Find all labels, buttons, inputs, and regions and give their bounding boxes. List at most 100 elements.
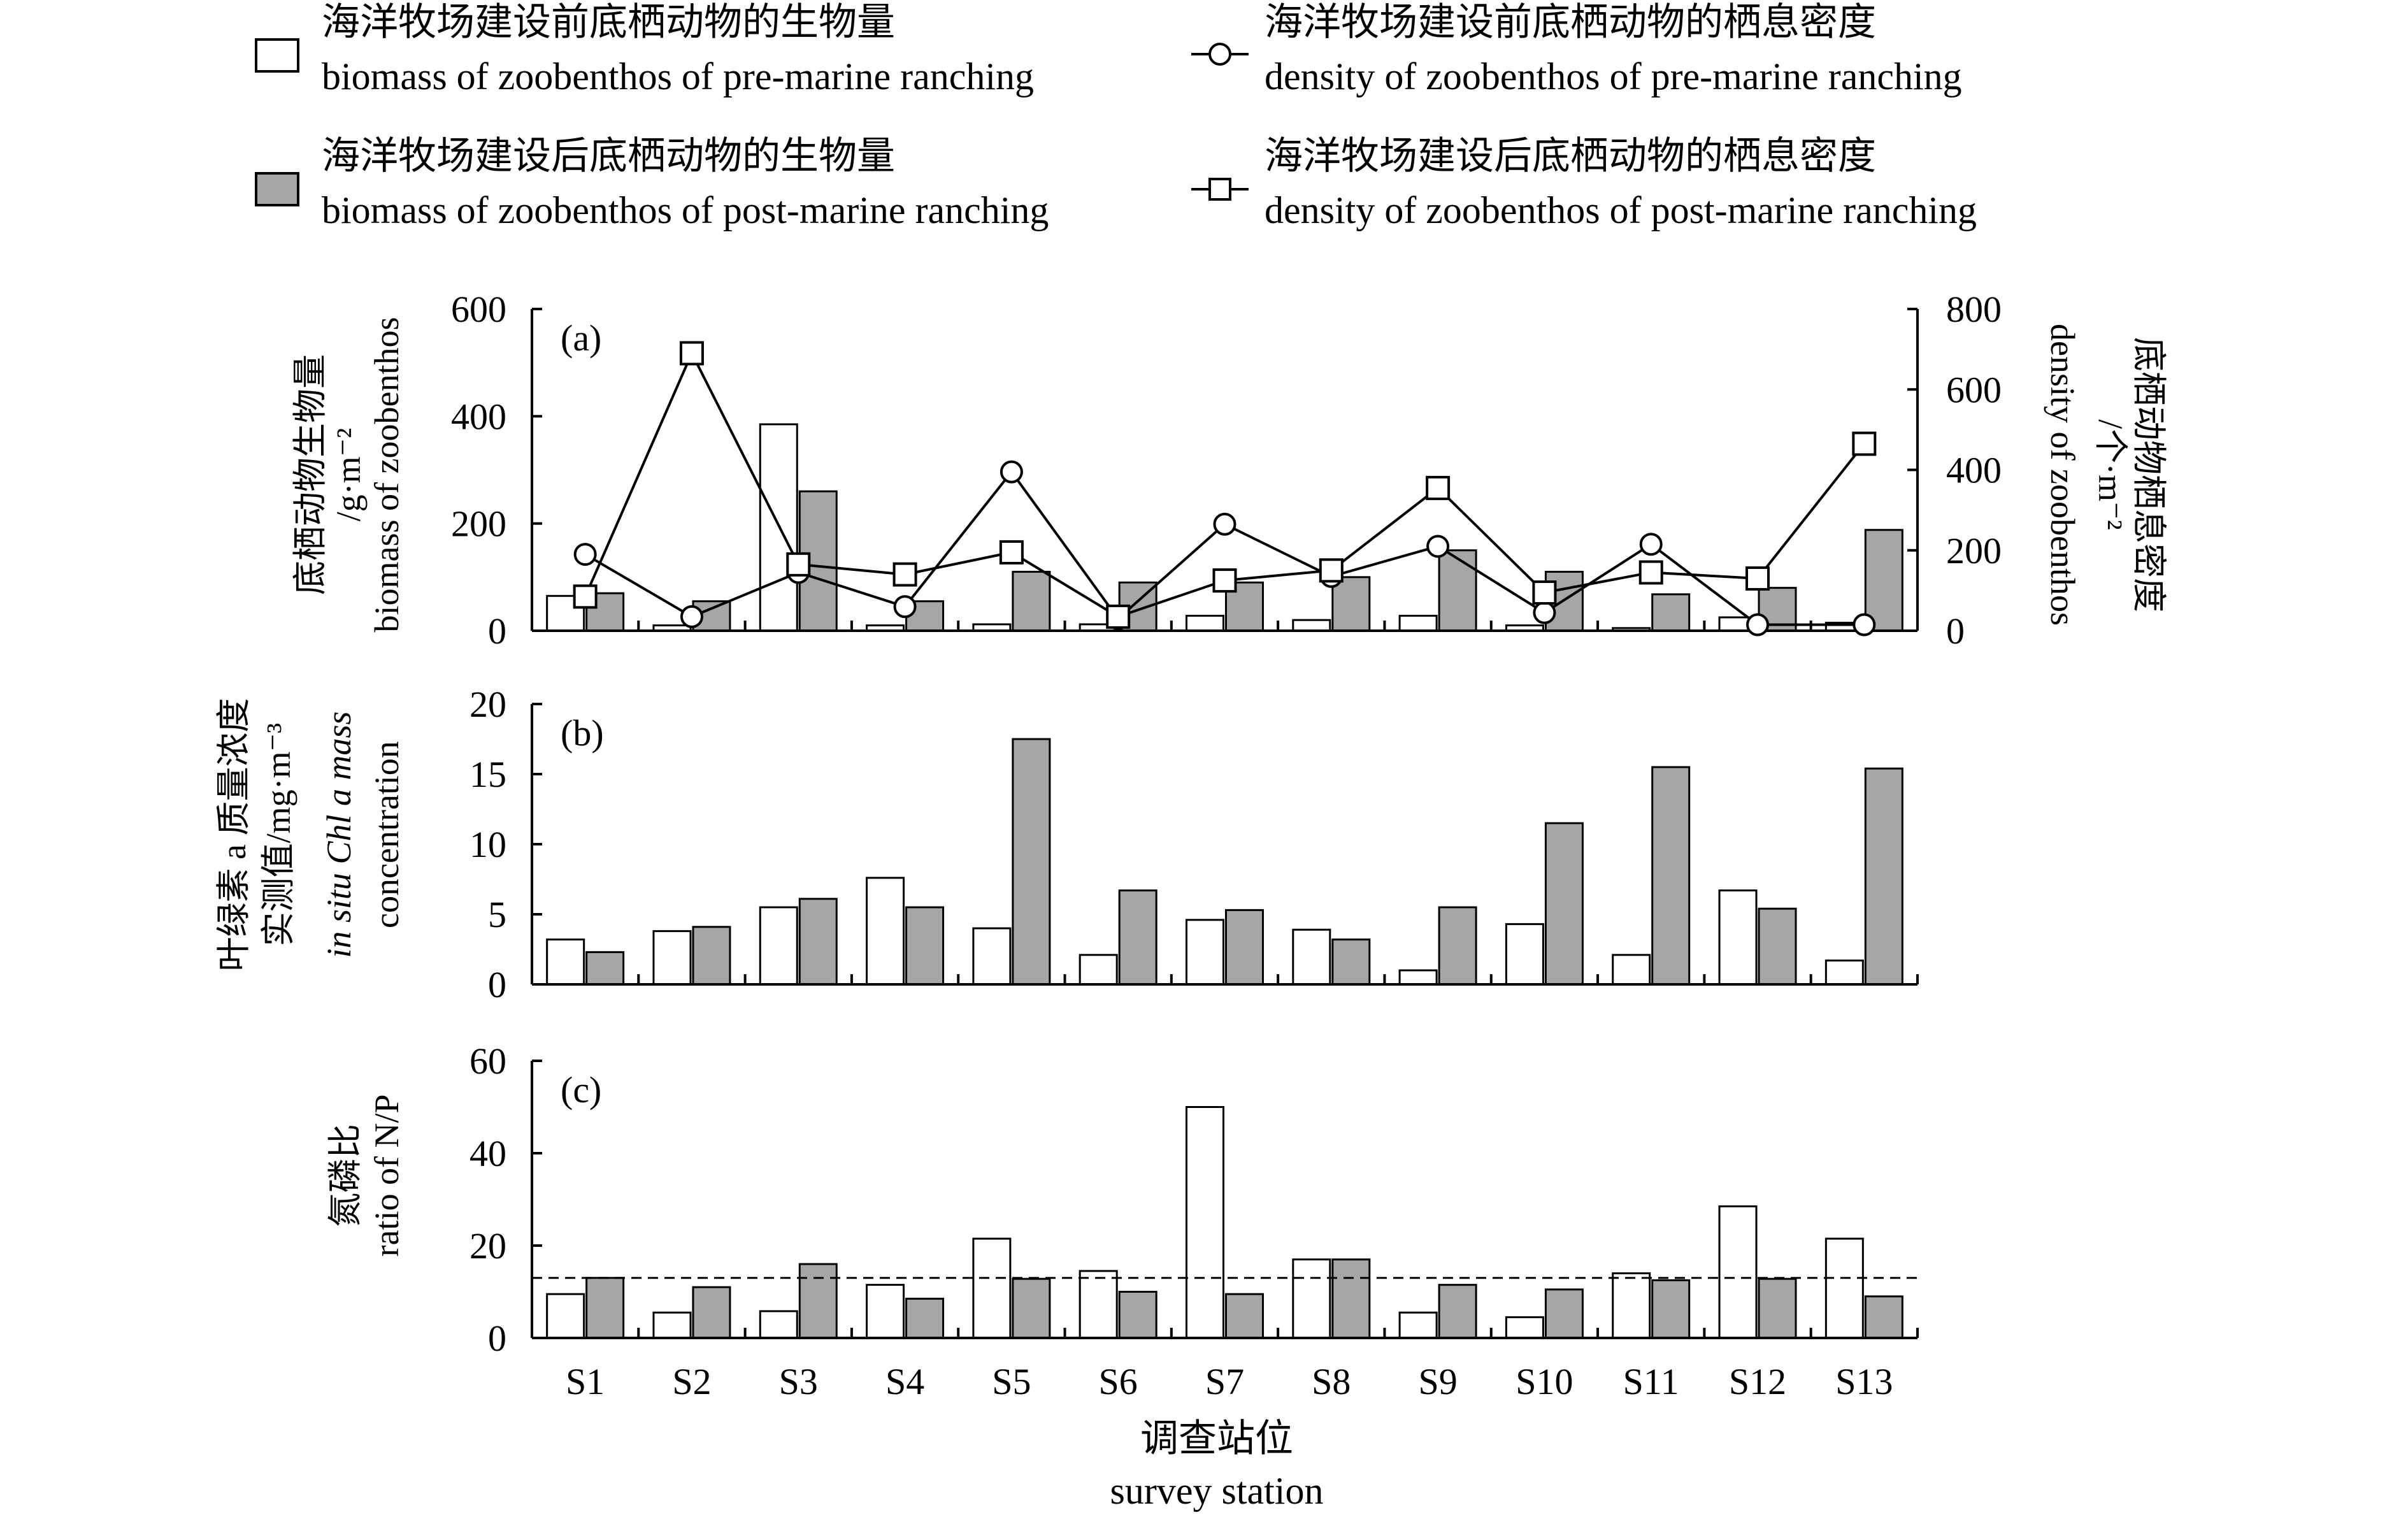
point-square-S11 [1638,560,1663,585]
y2-tick-label: 200 [1946,530,2002,572]
point-square-S1 [573,584,598,609]
y2-tick-label: 400 [1946,450,2002,491]
bar-post-S8 [1331,576,1371,632]
bar-pre-S8 [1292,619,1331,632]
bar-pre-S2 [652,1311,692,1339]
x-tick-label: S1 [566,1361,605,1402]
bar-post-S11 [1651,1279,1691,1339]
legend: 海洋牧场建设前底栖动物的生物量 biomass of zoobenthos of… [255,1,1977,231]
x-tick-label: S6 [1099,1361,1138,1402]
point-square-S8 [1319,558,1344,583]
bar-post-S3 [798,898,838,986]
bar-pre-S1 [546,1293,585,1339]
plots: 0 200 400 600 (a) 0 200 400 600 800 0 5 10 15 20 (b) 0 20… [451,289,2002,1402]
xaxis-title-en: survey station [1110,1470,1324,1512]
bar-post-S11 [1651,593,1691,632]
point-square-S13 [1852,431,1877,456]
bar-post-S7 [1225,1293,1264,1339]
bar-post-S5 [1012,570,1051,632]
bar-post-S10 [1544,822,1584,986]
bar-pre-S1 [546,938,585,986]
x-tick-label: S10 [1516,1361,1573,1402]
panel-c-ylabel-zh: 氮磷比 [326,1124,364,1227]
x-tick-label: S8 [1312,1361,1351,1402]
y-tick-label: 20 [469,1225,506,1267]
bar-pre-S4 [866,877,905,986]
x-tick-label: S2 [672,1361,711,1402]
point-circle-S2 [680,605,703,628]
point-square-S6 [1106,604,1131,629]
bar-post-S11 [1651,766,1691,986]
point-square-S4 [892,562,917,587]
bar-post-S3 [798,1263,838,1339]
panel-a-y2label-zh: 底栖动物栖息密度 [2130,337,2168,612]
bar-pre-S9 [1398,614,1438,632]
bar-post-S4 [905,906,945,986]
bar-pre-S5 [972,927,1012,986]
bar-pre-S8 [1292,1258,1331,1339]
point-square-S5 [999,540,1024,564]
panel-a-ylabel-zh: 底栖动物生物量 [291,354,329,595]
panel-a-ylabel-en: biomass of zoobenthos [368,317,406,633]
point-circle-S11 [1639,533,1663,556]
bar-pre-S13 [1824,1237,1864,1339]
y-tick-label: 0 [488,964,506,1005]
x-tick-label: S9 [1418,1361,1457,1402]
bar-pre-S8 [1292,928,1331,986]
panel-label: (b) [561,712,604,754]
bar-post-S13 [1864,1295,1903,1339]
legend-label-en: density of zoobenthos of pre-marine ranc… [1265,55,1962,97]
bar-post-S10 [1544,1288,1584,1339]
bar-post-S12 [1758,907,1797,986]
panel-b-ylabel-en: in situ Chl a mass [320,711,358,958]
bar-post-S2 [692,926,731,986]
y-tick-label: 600 [451,289,506,330]
bar-post-S13 [1864,767,1903,986]
point-square-S10 [1532,580,1557,605]
y-tick-label: 10 [469,824,506,865]
bar-pre-S12 [1718,889,1758,986]
point-square-S9 [1426,475,1451,500]
panel-label: (a) [561,317,601,359]
point-circle-S5 [1000,460,1023,484]
y-tick-label: 400 [451,396,506,437]
x-tick-label: S11 [1623,1361,1679,1402]
legend-label-zh: 海洋牧场建设前底栖动物的生物量 [322,1,895,43]
point-circle-S12 [1746,613,1770,636]
y-tick-label: 15 [469,754,506,795]
x-tick-label: S7 [1205,1361,1244,1402]
legend-circle-marker [1208,43,1231,66]
bar-post-S9 [1438,549,1477,632]
panel-c-ylabel-en: ratio of N/P [368,1095,406,1257]
bar-pre-S7 [1186,614,1224,632]
bar-pre-S11 [1612,1272,1651,1339]
panel-label: (c) [561,1069,601,1111]
y-tick-label: 20 [469,684,506,725]
bar-pre-S3 [759,906,798,986]
bar-post-S9 [1438,906,1477,986]
legend-square-marker [1208,178,1231,201]
bar-pre-S6 [1079,1270,1118,1339]
bar-post-S8 [1331,938,1371,986]
bar-post-S7 [1225,909,1264,986]
y-tick-label: 0 [488,1318,506,1359]
bar-post-S5 [1012,738,1051,986]
legend-label-en: biomass of zoobenthos of pre-marine ranc… [322,55,1034,97]
bar-pre-S9 [1398,1311,1438,1339]
x-tick-label: S13 [1835,1361,1893,1402]
point-square-S2 [679,341,704,366]
bar-pre-S6 [1079,954,1118,986]
point-circle-S10 [1533,601,1556,624]
panel-a: 0 200 400 600 (a) 0 200 400 600 800 [451,289,2002,652]
y2-tick-label: 0 [1946,610,1965,652]
legend-item-post-biomass: 海洋牧场建设后底栖动物的生物量 biomass of zoobenthos of… [255,135,1049,231]
bar-post-S1 [585,1277,625,1339]
bar-post-S9 [1438,1284,1477,1339]
bar-post-S6 [1118,1291,1157,1339]
xaxis-title-zh: 调查站位 [1140,1418,1293,1460]
x-tick-label: S5 [992,1361,1031,1402]
y-tick-label: 40 [469,1133,506,1174]
legend-item-pre-density: 海洋牧场建设前底栖动物的栖息密度 density of zoobenthos o… [1191,1,1962,97]
panel-b-ylabel-en2: concentration [368,741,406,928]
